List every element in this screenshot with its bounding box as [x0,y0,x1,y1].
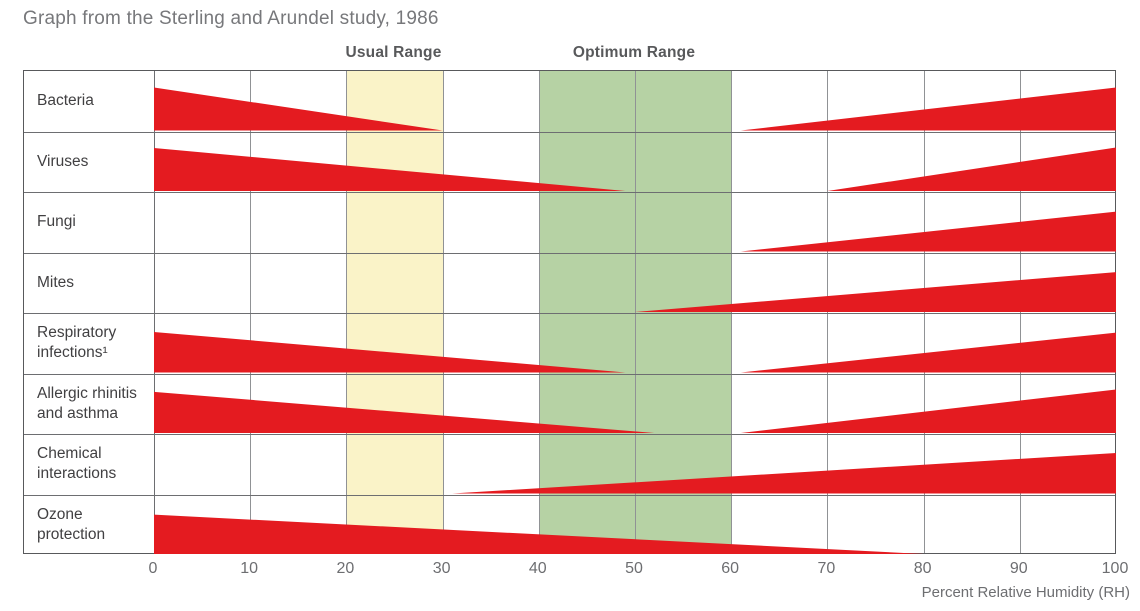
x-tick-label: 20 [336,560,355,577]
x-tick-label: 50 [625,560,643,577]
x-tick-label: 90 [1009,560,1028,577]
row-label: Bacteria [37,92,94,110]
usual-range-header: Usual Range [345,44,442,61]
severity-wedge [740,211,1116,252]
x-tick-label: 80 [913,560,932,577]
humidity-chart-grid: Bacteria Viruses Fungi Mites Respiratory infe… [23,70,1116,554]
severity-wedge [635,272,1116,312]
severity-wedge [740,332,1116,373]
severity-wedge [154,514,924,554]
x-tick-label: 10 [240,560,259,577]
row-border [24,494,1115,496]
severity-wedge [154,148,626,191]
gridline [250,71,252,553]
row-label: Allergic rhinitis and asthma [37,384,137,422]
row-border [24,434,1115,435]
severity-wedge-layer [154,87,1116,554]
row-border [24,373,1115,375]
row-border [24,131,1115,133]
gridline [442,71,444,553]
x-tick-label: 30 [432,560,451,577]
x-tick-label: 100 [1101,560,1129,577]
row-label: Mites [37,273,75,291]
severity-wedge [740,389,1116,433]
x-tick-label: 60 [721,560,740,577]
severity-wedge [154,87,443,131]
row-label: Chemical interactions [37,445,117,483]
severity-wedge [740,87,1116,131]
row-label: Respiratory infections¹ [37,324,117,362]
gridline [538,71,540,553]
usual-range-band [346,71,443,553]
severity-wedge [154,331,626,373]
x-tick-label: 40 [528,560,547,577]
severity-wedge [452,452,1116,494]
gridline [346,71,348,553]
x-tick-label: 0 [148,560,158,577]
row-border [24,252,1115,254]
severity-wedge [154,391,655,433]
chart-title: Graph from the Sterling and Arundel stud… [23,8,439,29]
x-tick-label: 70 [817,560,836,577]
row-label: Ozone protection [37,505,106,543]
optimum-range-header: Optimum Range [572,44,696,61]
row-label: Fungi [37,213,76,231]
x-axis-title: Percent Relative Humidity (RH) [921,584,1130,601]
severity-wedge [827,147,1116,191]
row-border [24,313,1115,314]
label-column-divider [154,71,155,553]
row-label: Viruses [37,152,89,170]
row-border [24,192,1115,193]
